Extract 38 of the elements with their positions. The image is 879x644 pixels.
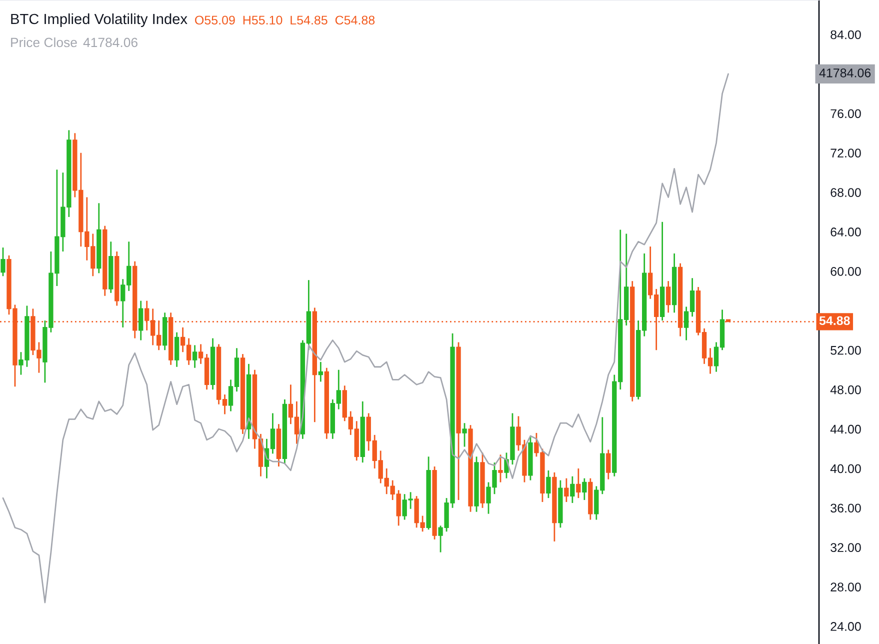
candlestick — [606, 449, 611, 480]
candlestick — [174, 332, 180, 368]
candlestick — [462, 422, 467, 448]
candlestick — [318, 361, 324, 382]
y-tick-label: 36.00 — [830, 504, 861, 513]
y-tick-label: 24.00 — [830, 622, 861, 631]
text: 41784.06 — [819, 68, 871, 78]
candlestick — [666, 280, 671, 314]
candlestick — [576, 468, 581, 499]
y-tick-label: 44.00 — [830, 424, 861, 434]
candlestick — [570, 476, 575, 504]
candlestick — [138, 300, 144, 341]
y-tick-label: 40.00 — [830, 464, 861, 474]
y-tick-label: 64.00 — [830, 228, 861, 236]
line-series — [2, 73, 729, 604]
y-tick-label: 28.00 — [830, 582, 861, 592]
annotation: L54.85 — [290, 16, 328, 25]
y-tick-label: 68.00 — [830, 188, 861, 197]
text: Price Close — [11, 37, 77, 48]
y-tick-label: 48.00 — [830, 385, 861, 394]
annotation: H55.10 — [243, 16, 282, 25]
y-tick-label: 52.00 — [830, 346, 861, 355]
candlestick — [498, 454, 503, 483]
annotation: 41784.06 — [83, 38, 138, 48]
annotation: O55.09 — [195, 16, 235, 25]
y-tick-label: 84.00 — [830, 30, 861, 40]
y-tick-label: 32.00 — [830, 543, 861, 552]
candlestick — [546, 470, 551, 499]
candlestick — [0, 246, 6, 277]
annotation: C54.88 — [335, 16, 375, 25]
text: BTC Implied Volatility Index — [11, 13, 188, 28]
ref-line-label: 54.88 — [819, 316, 850, 326]
y-tick-label: 76.00 — [830, 109, 861, 118]
y-tick-label: 60.00 — [830, 267, 861, 276]
y-tick-label: 72.00 — [830, 148, 861, 158]
candlestick — [192, 344, 198, 369]
candlestick — [564, 478, 569, 503]
candlestick — [582, 478, 587, 501]
